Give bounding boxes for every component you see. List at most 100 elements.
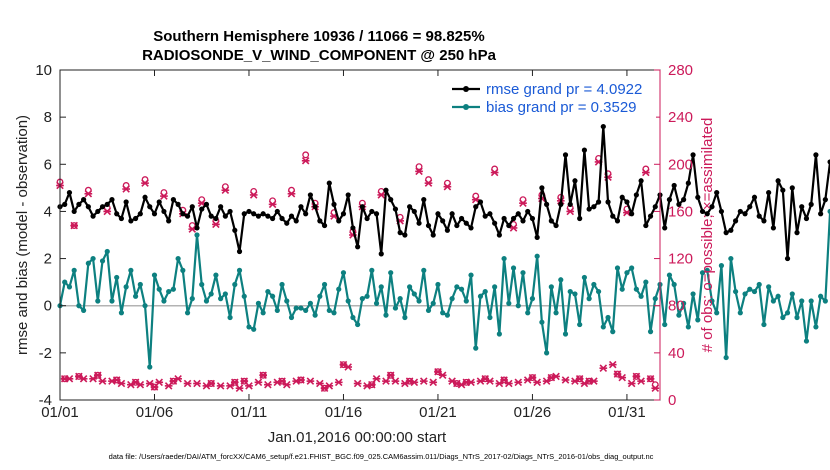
rmse-point: [487, 211, 493, 217]
rmse-point: [539, 185, 545, 191]
bias-point: [260, 310, 266, 316]
bias-point: [548, 284, 554, 290]
rmse-point: [681, 197, 687, 203]
bias-point: [184, 310, 191, 316]
bias-point: [591, 281, 597, 288]
rmse-point: [444, 227, 451, 233]
rmse-point: [662, 225, 668, 231]
obs-assimilated-marker: [278, 377, 286, 385]
obs-assimilated-marker: [268, 200, 277, 209]
rmse-point: [558, 201, 564, 207]
bias-point: [104, 248, 110, 255]
rmse-point: [246, 208, 252, 215]
bias-point: [355, 321, 361, 328]
bias-point: [444, 312, 451, 318]
rmse-point: [544, 201, 550, 207]
bias-point: [770, 298, 776, 304]
rmse-point: [647, 213, 654, 219]
obs-assimilated-marker: [155, 378, 164, 387]
rmse-point: [364, 215, 370, 222]
bias-point: [647, 329, 654, 335]
rmse-point: [227, 208, 233, 215]
bias-point: [397, 296, 403, 302]
obs-assimilated-marker: [207, 379, 216, 388]
bias-point: [123, 284, 129, 290]
obs-assimilated-marker: [372, 375, 381, 383]
rmse-point: [99, 204, 106, 210]
rmse-point: [147, 204, 153, 210]
rmse-point: [95, 208, 101, 215]
bias-point: [629, 265, 635, 271]
bias-point: [170, 286, 176, 292]
bias-point: [515, 303, 521, 309]
obs-assimilated-marker: [259, 371, 267, 380]
bias-point: [652, 296, 658, 302]
bias-point: [109, 298, 115, 304]
bias-point: [128, 267, 134, 273]
obs-assimilated-marker: [145, 379, 154, 388]
obs-assimilated-marker: [424, 179, 433, 187]
rmse-point: [430, 232, 436, 238]
bias-point: [255, 300, 262, 306]
bias-point: [454, 284, 460, 290]
obs-assimilated-marker: [429, 378, 438, 387]
obs-assimilated-marker: [264, 380, 272, 389]
bias-point: [383, 312, 389, 318]
bias-point: [595, 288, 602, 295]
obs-assimilated-marker: [93, 371, 102, 380]
rmse-point: [118, 215, 125, 222]
bias-point: [709, 298, 715, 304]
bias-point: [388, 270, 394, 276]
bias-point: [695, 317, 701, 323]
bias-point: [227, 314, 233, 321]
bias-point: [458, 286, 465, 292]
obs-assimilated-marker: [344, 363, 353, 371]
bias-point: [633, 286, 639, 292]
bias-point: [794, 314, 800, 321]
rmse-point: [699, 208, 706, 215]
rmse-point: [213, 215, 219, 222]
rmse-point: [293, 218, 299, 224]
obs-assimilated-marker: [112, 376, 121, 384]
rmse-point: [373, 211, 380, 217]
bias-point: [704, 267, 710, 273]
rmse-point: [666, 197, 673, 203]
bias-point: [808, 298, 814, 304]
obs-assimilated-marker: [183, 379, 192, 388]
obs-possible-marker: [302, 151, 310, 159]
obs-assimilated-marker: [627, 379, 636, 388]
bias-point: [638, 293, 644, 299]
bias-point: [180, 267, 186, 273]
x-tick-label: 01/06: [136, 404, 174, 421]
y-axis-label-right: # of obs: o=possible; ×=assimilated: [699, 118, 716, 353]
rmse-point: [685, 180, 691, 186]
x-tick-label: 01/21: [419, 404, 457, 421]
rmse-point: [638, 178, 644, 184]
y-tick-label-right: 80: [668, 298, 685, 315]
obs-assimilated-marker: [641, 168, 650, 177]
obs-assimilated-marker: [254, 378, 263, 387]
bias-point: [85, 260, 91, 266]
bias-point: [251, 326, 257, 332]
bias-point: [487, 314, 493, 321]
bias-point: [553, 310, 559, 316]
bias-point: [440, 310, 446, 316]
rmse-point: [123, 199, 129, 205]
obs-assimilated-marker: [84, 189, 93, 198]
bias-point: [813, 324, 819, 330]
rmse-point: [775, 178, 781, 184]
bias-point: [303, 307, 309, 314]
bias-point: [799, 298, 805, 304]
bias-point: [156, 286, 162, 292]
obs-assimilated-marker: [613, 370, 622, 378]
rmse-point: [567, 201, 573, 207]
rmse-point: [595, 199, 602, 205]
rmse-point: [718, 208, 725, 215]
rmse-point: [818, 211, 824, 217]
bias-point: [425, 307, 432, 314]
obs-assimilated-marker: [65, 375, 74, 383]
bias-point: [534, 253, 540, 259]
rmse-point: [827, 159, 830, 165]
bias-point: [194, 232, 200, 238]
rmse-point: [529, 215, 536, 222]
